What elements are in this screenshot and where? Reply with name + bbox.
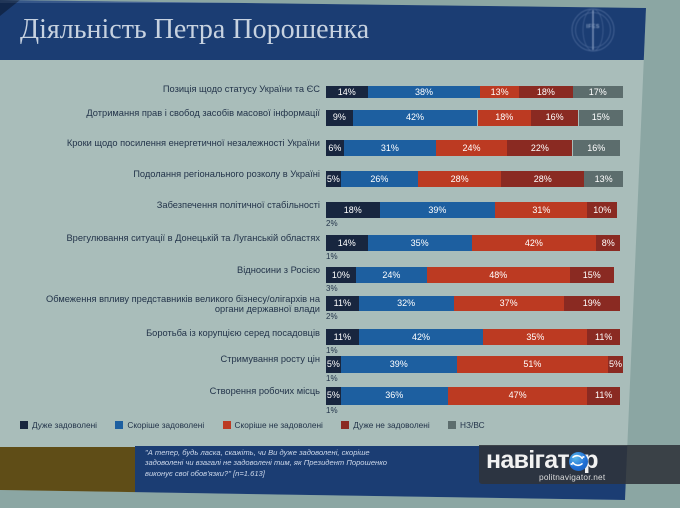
svg-text:IFES: IFES [586, 24, 599, 30]
